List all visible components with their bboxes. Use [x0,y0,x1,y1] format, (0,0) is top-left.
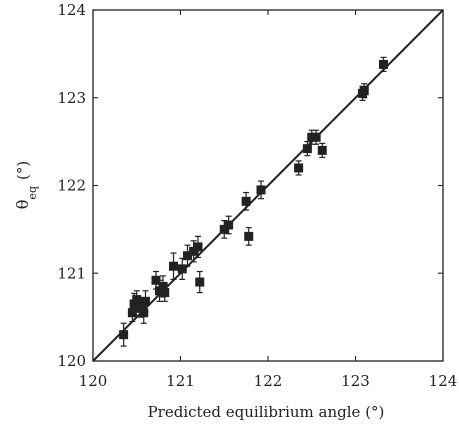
data-point [241,196,251,206]
x-tick-label: 122 [254,372,283,390]
y-tick-label: 121 [57,264,86,282]
data-point [141,296,150,306]
data-point [177,264,187,274]
y-tick-label: 124 [57,1,86,19]
data-point [119,330,129,340]
y-tick-label: 120 [57,352,86,370]
data-point [139,308,149,318]
data-point [151,275,161,285]
x-tick-label: 120 [79,372,108,390]
data-point [379,59,388,69]
y-axis-label-main: θ [13,200,32,210]
y-tick-label: 123 [57,89,86,107]
x-tick-label: 123 [341,372,370,390]
x-axis-label: Predicted equilibrium angle (°) [148,403,385,421]
data-point [183,251,192,261]
x-tick-label: 121 [166,372,195,390]
x-tick-label: 124 [429,372,458,390]
data-point [256,185,266,195]
data-point [317,145,327,155]
data-point [294,163,304,173]
y-axis-label-unit: (°) [14,161,32,180]
data-point [160,288,170,298]
svg-text:θeq(°): θeq (°) [13,161,39,209]
data-point [224,220,234,230]
data-point [302,144,312,154]
y-axis-label-sub: eq [26,186,39,200]
axes-layer: 120 121 122 123 124 120 121 122 123 124 [57,1,457,390]
data-point [169,261,178,271]
data-point [359,86,369,96]
y-tick-label: 122 [57,177,86,195]
data-point [158,281,168,291]
data-point [193,242,203,252]
y-axis-label: θeq (°) [13,161,39,209]
error-bars-layer [120,56,387,347]
data-point [195,277,205,287]
data-point [311,132,321,142]
data-points-layer [119,59,388,340]
data-point [132,295,142,305]
data-point [244,231,254,241]
data-point [127,308,137,318]
